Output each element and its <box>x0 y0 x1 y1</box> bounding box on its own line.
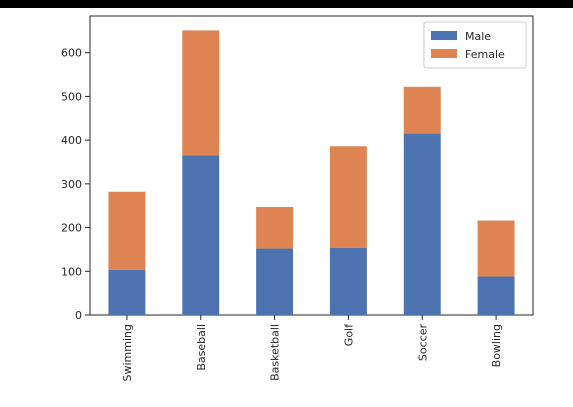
bar-male-bowling <box>477 276 515 315</box>
window-top-bar <box>0 0 573 8</box>
legend-box <box>423 21 527 69</box>
x-tick-label: Baseball <box>195 324 208 371</box>
x-axis: Swimming Baseball Basketball Golf Soccer Bowl… <box>121 315 503 381</box>
y-tick-label: 500 <box>61 90 82 103</box>
y-tick-label: 400 <box>61 134 82 147</box>
y-axis: 0 100 200 300 400 500 600 <box>61 47 90 322</box>
bar-female-golf <box>329 146 367 248</box>
y-tick-label: 600 <box>61 47 82 60</box>
bar-female-bowling <box>477 220 515 277</box>
y-tick-label: 100 <box>61 265 82 278</box>
bar-female-soccer <box>403 86 441 134</box>
bar-male-golf <box>329 247 367 315</box>
y-tick-label: 200 <box>61 222 82 235</box>
legend-swatch-male <box>431 31 457 40</box>
bars-group <box>108 30 515 315</box>
legend-label-male: Male <box>465 30 491 43</box>
x-tick-label: Soccer <box>416 324 429 362</box>
y-tick-label: 0 <box>75 309 82 322</box>
x-tick-label: Golf <box>342 323 355 346</box>
y-tick-label: 300 <box>61 178 82 191</box>
bar-female-swimming <box>108 191 146 270</box>
plot-frame <box>89 15 534 316</box>
x-tick-label: Swimming <box>121 324 134 381</box>
bar-female-baseball <box>182 30 220 156</box>
x-tick-label: Bowling <box>490 324 503 367</box>
bar-male-basketball <box>256 248 294 315</box>
bar-female-basketball <box>256 207 294 249</box>
bar-male-baseball <box>182 155 220 315</box>
legend-swatch-female <box>431 49 457 58</box>
x-tick-label: Basketball <box>269 324 282 381</box>
legend: Male Female <box>423 21 527 69</box>
bar-male-swimming <box>108 269 146 315</box>
bar-male-soccer <box>403 133 441 315</box>
legend-label-female: Female <box>465 48 505 61</box>
